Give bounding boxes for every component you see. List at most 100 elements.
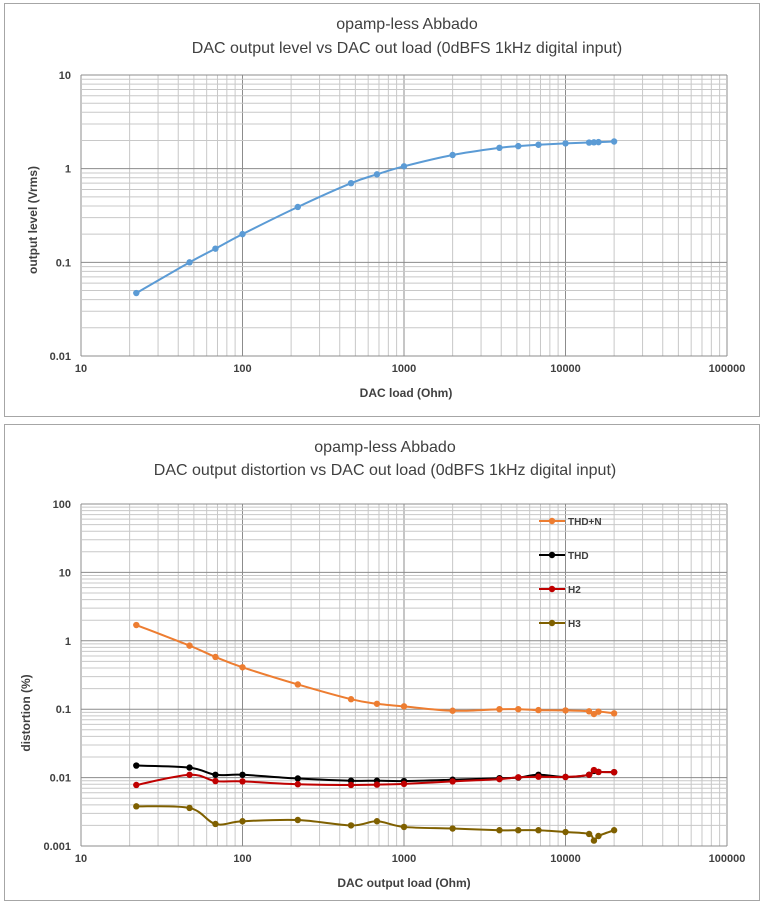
c2-data-point-thd-n (535, 706, 542, 714)
c2-data-point-thd (212, 771, 219, 778)
c2-y-tick-label: 0.01 (50, 773, 71, 785)
c2-data-point-thd-n (373, 700, 381, 707)
legend-label-h2: H2 (568, 585, 581, 596)
c1-data-point-series-0 (347, 179, 355, 187)
c2-data-point-h3 (585, 830, 593, 838)
c2-data-point-h2 (347, 781, 355, 789)
c1-x-tick-label: 100 (233, 363, 251, 375)
level-chart-x-axis-label: DAC load (Ohm) (360, 386, 453, 400)
c1-data-point-series-0 (294, 203, 302, 211)
c2-data-point-thd-n (585, 708, 593, 715)
c2-data-point-h2 (373, 781, 381, 788)
c2-x-tick-label: 10000 (550, 853, 581, 865)
c2-data-point-thd-n (610, 710, 618, 717)
c2-data-point-h2 (400, 780, 408, 788)
c1-y-tick-label: 0.1 (56, 257, 71, 269)
c1-data-point-series-0 (610, 138, 618, 145)
c2-data-point-thd-n (133, 621, 140, 629)
c2-data-point-thd-n (595, 708, 602, 715)
c2-data-point-thd-n (515, 706, 522, 713)
c2-data-point-h3 (535, 827, 542, 834)
c2-data-point-thd (186, 764, 193, 771)
c2-data-point-h2 (585, 771, 593, 778)
c1-data-point-series-0 (585, 139, 593, 146)
c2-data-point-h3 (449, 825, 456, 832)
c1-data-point-series-0 (496, 144, 503, 152)
c1-data-point-series-0 (590, 139, 598, 146)
c2-data-point-h3 (133, 803, 140, 810)
c2-data-point-h3 (294, 816, 302, 824)
level-chart-title-line2: DAC output level vs DAC out load (0dBFS … (192, 40, 622, 57)
legend-swatch-marker-thd (548, 551, 556, 559)
legend-label-thd: THD (568, 551, 589, 562)
c2-data-point-thd-n (347, 696, 355, 703)
legend-swatch-marker-thd-n (548, 517, 556, 525)
c2-y-tick-label: 1 (65, 636, 71, 648)
c2-data-point-h3 (496, 827, 503, 834)
c2-x-tick-label: 100000 (709, 853, 746, 865)
legend-label-thd-n: THD+N (568, 517, 602, 528)
c2-data-point-h2 (496, 775, 503, 783)
distortion-chart-title-line1: opamp-less Abbado (314, 439, 456, 456)
distortion-chart-x-axis-label: DAC output load (Ohm) (337, 876, 470, 890)
c2-data-point-h3 (595, 832, 602, 840)
c1-data-point-series-0 (186, 259, 193, 266)
c2-data-point-h2 (595, 768, 602, 776)
distortion-chart-panel: opamp-less Abbado DAC output distortion … (4, 424, 760, 901)
c1-data-point-series-0 (515, 142, 522, 150)
c2-data-point-h2 (212, 777, 219, 785)
c1-data-point-series-0 (133, 289, 140, 297)
c2-data-point-h2 (239, 778, 246, 785)
c2-data-point-h2 (535, 773, 542, 780)
c2-x-tick-label: 1000 (392, 853, 416, 865)
c1-data-point-series-0 (595, 138, 602, 146)
distortion-chart-svg: opamp-less Abbado DAC output distortion … (19, 439, 746, 890)
c2-data-point-thd-n (400, 703, 408, 710)
c2-data-point-h2 (610, 768, 618, 776)
c2-data-point-h3 (590, 837, 598, 844)
c1-y-tick-label: 10 (59, 70, 71, 82)
legend-swatch-marker-h3 (548, 619, 556, 627)
c2-data-point-thd (133, 762, 140, 769)
c1-y-tick-label: 1 (65, 164, 71, 176)
c1-y-tick-label: 0.01 (50, 351, 71, 363)
c2-data-point-h3 (212, 820, 219, 828)
distortion-chart-title-line2: DAC output distortion vs DAC out load (0… (154, 462, 616, 479)
c2-x-tick-label: 10 (75, 853, 87, 865)
level-chart-panel: opamp-less Abbado DAC output level vs DA… (4, 3, 760, 417)
legend-label-h3: H3 (568, 619, 581, 630)
c2-data-point-h3 (400, 823, 408, 831)
c2-data-point-thd-n (496, 706, 503, 713)
c2-data-point-h3 (186, 804, 193, 812)
c1-data-point-series-0 (400, 163, 408, 170)
c2-data-point-h3 (373, 818, 381, 825)
c1-data-point-series-0 (239, 230, 246, 238)
c2-data-point-thd-n (212, 653, 219, 661)
c2-data-point-h3 (515, 827, 522, 834)
c1-data-point-series-0 (373, 171, 381, 178)
level-chart-title-line1: opamp-less Abbado (336, 16, 478, 33)
legend-swatch-marker-h2 (548, 585, 556, 593)
c2-series-line-thd-n (135, 624, 615, 716)
c2-y-tick-label: 0.1 (56, 704, 71, 716)
c1-data-point-series-0 (535, 141, 542, 148)
c1-x-tick-label: 10000 (550, 363, 581, 375)
c2-y-tick-label: 10 (59, 567, 71, 579)
c2-data-point-h2 (133, 781, 140, 789)
c2-data-point-thd-n (239, 664, 246, 671)
c2-data-point-thd-n (449, 707, 456, 714)
c2-data-point-thd (294, 775, 302, 782)
c2-data-point-h3 (239, 818, 246, 825)
c2-data-point-thd-n (186, 642, 193, 649)
c2-data-point-thd-n (562, 707, 569, 714)
c2-data-point-h3 (347, 822, 355, 829)
level-chart-svg: opamp-less Abbado DAC output level vs DA… (26, 16, 746, 400)
c1-x-tick-label: 10 (75, 363, 87, 375)
c2-data-point-h3 (610, 827, 618, 834)
c2-data-point-h2 (186, 771, 193, 778)
c2-data-point-h3 (562, 828, 569, 836)
c1-data-point-series-0 (562, 140, 569, 147)
c1-x-tick-label: 100000 (709, 363, 746, 375)
c2-y-tick-label: 100 (53, 499, 71, 511)
c2-data-point-h2 (294, 781, 302, 788)
